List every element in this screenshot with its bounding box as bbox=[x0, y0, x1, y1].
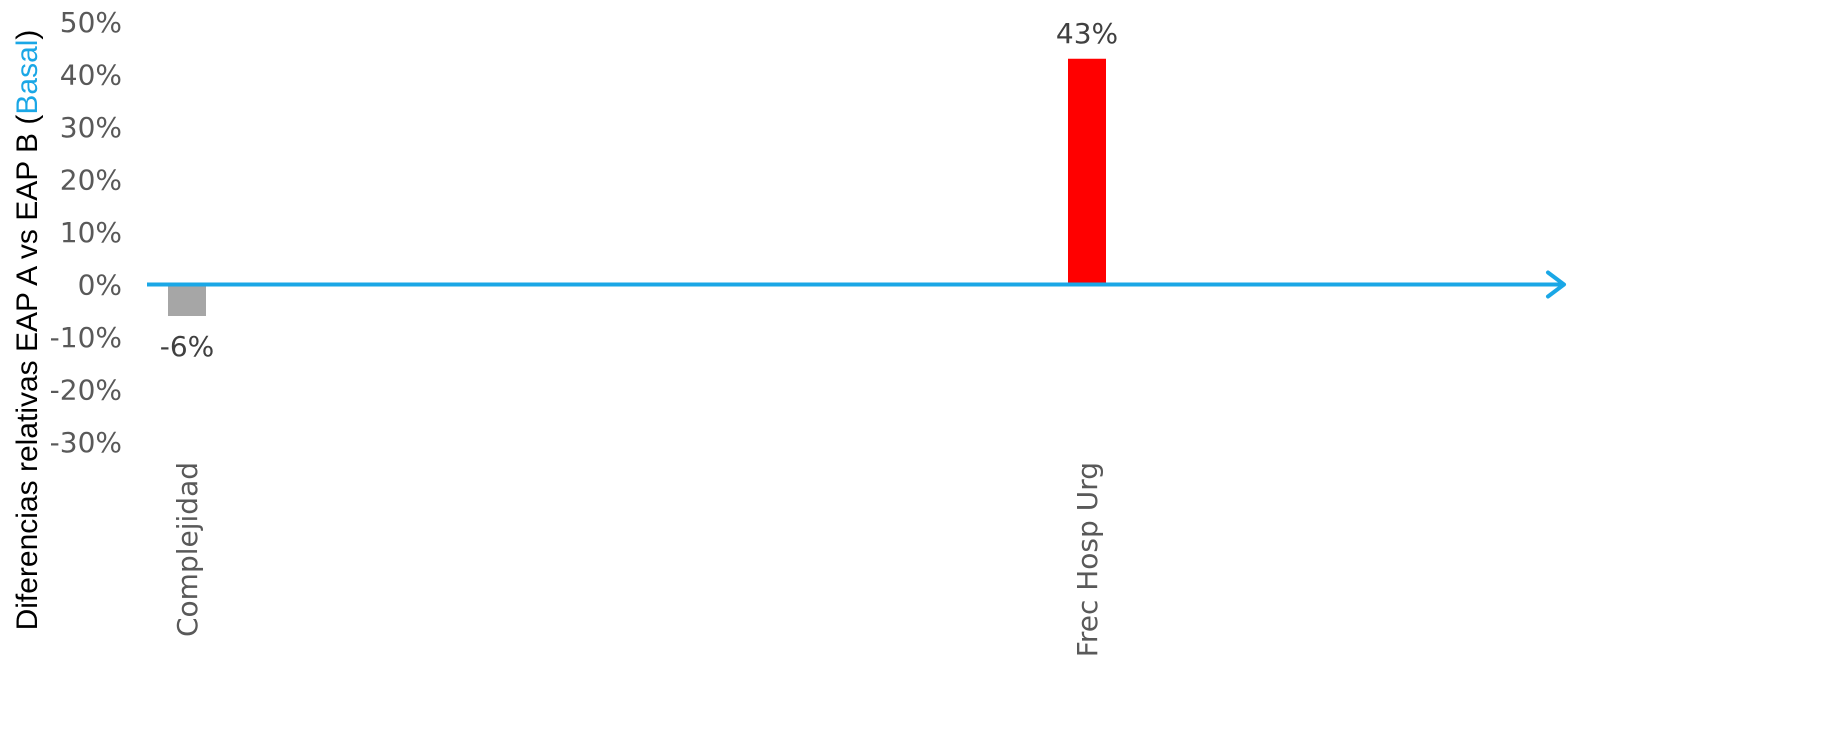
category-label: Frec Hosp Urg bbox=[1071, 462, 1104, 657]
axis-arrow-icon bbox=[1546, 270, 1566, 299]
y-axis-label: Diferencias relativas EAP A vs EAP B (Ba… bbox=[11, 30, 44, 631]
zero-axis bbox=[147, 270, 1566, 299]
y-tick-label: 30% bbox=[60, 111, 122, 144]
bar-complejidad bbox=[168, 284, 206, 316]
y-tick-label: -30% bbox=[50, 426, 122, 459]
y-tick-label: 0% bbox=[78, 269, 122, 302]
data-label: 43% bbox=[1056, 17, 1118, 50]
y-tick-label: 10% bbox=[60, 216, 122, 249]
y-axis-label-part-2: Basal bbox=[11, 40, 44, 115]
data-labels: -6% 43% bbox=[160, 17, 1118, 363]
category-labels: Complejidad Frec Hosp Urg bbox=[171, 462, 1104, 657]
y-tick-label: 40% bbox=[60, 59, 122, 92]
y-axis-label-part-3: ) bbox=[11, 30, 44, 40]
y-tick-labels: 50% 40% 30% 20% 10% 0% -10% -20% -30% bbox=[50, 6, 122, 459]
y-tick-label: -10% bbox=[50, 321, 122, 354]
y-axis-label-part-1: Diferencias relativas EAP A vs EAP B ( bbox=[11, 115, 44, 631]
data-label: -6% bbox=[160, 330, 215, 363]
category-label: Complejidad bbox=[171, 462, 204, 637]
bar-frec-hosp-urg bbox=[1068, 58, 1106, 285]
y-tick-label: 20% bbox=[60, 164, 122, 197]
y-tick-label: 50% bbox=[60, 6, 122, 39]
bars bbox=[168, 58, 1106, 316]
y-tick-label: -20% bbox=[50, 374, 122, 407]
